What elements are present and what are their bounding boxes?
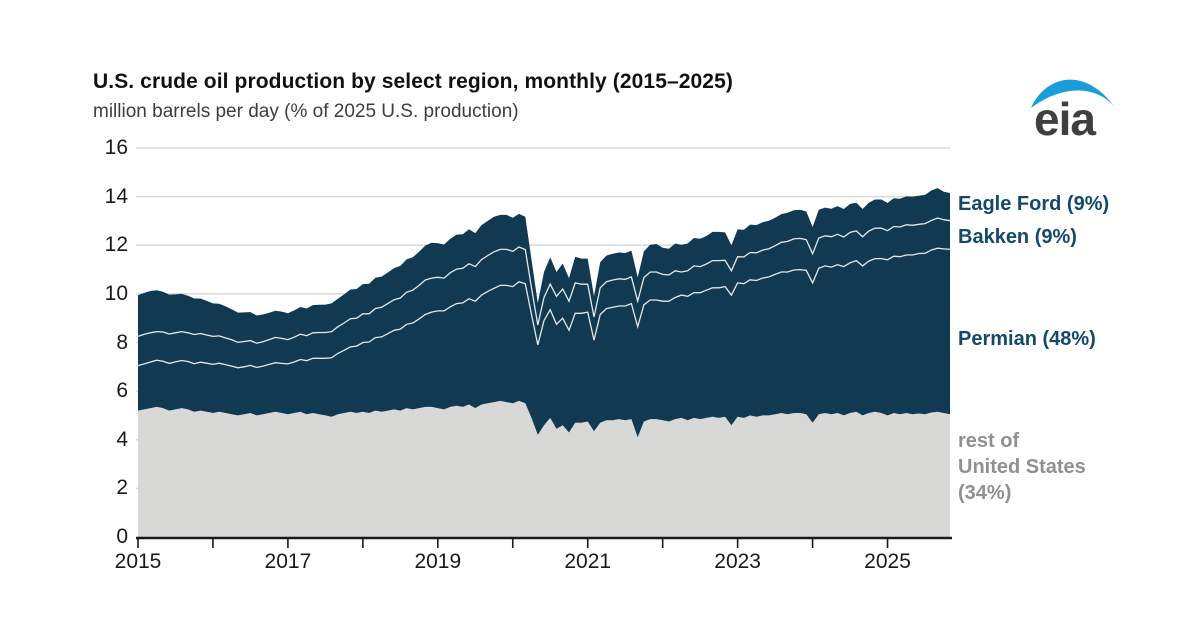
- y-axis-label: 10: [104, 281, 128, 305]
- legend-permian: Permian (48%): [958, 328, 1096, 350]
- y-axis-label: 8: [116, 330, 128, 354]
- legend-rest-of-us: rest of United States (34%): [958, 428, 1086, 506]
- x-axis-label: 2017: [264, 550, 312, 573]
- x-axis-label: 2019: [414, 550, 462, 573]
- y-axis-label: 2: [116, 476, 128, 500]
- chart-title: U.S. crude oil production by select regi…: [93, 70, 733, 93]
- x-axis-label: 2023: [714, 550, 761, 573]
- legend-rest-of-us-line1: rest of: [958, 430, 1020, 452]
- x-axis-label: 2021: [564, 550, 612, 573]
- legend-rest-of-us-line2: United States: [958, 456, 1086, 478]
- chart-subtitle: million barrels per day (% of 2025 U.S. …: [93, 101, 519, 122]
- eia-logo-text: eia: [1034, 93, 1096, 145]
- y-axis-label: 6: [116, 379, 128, 403]
- eia-logo: eia: [1031, 79, 1114, 145]
- y-axis-label: 4: [116, 427, 128, 451]
- y-axis-label: 14: [104, 184, 128, 208]
- boundary-permian-top: [137, 247, 951, 369]
- legend-rest-of-us-line3: (34%): [958, 482, 1012, 504]
- boundary-bakken-top: [137, 217, 951, 344]
- y-axis-label: 0: [116, 525, 128, 548]
- x-axis-label: 2015: [114, 550, 162, 573]
- eia-logo-swoosh-icon: [1031, 79, 1114, 108]
- area-shale-regions: [138, 188, 950, 438]
- area-rest-of-united-states: [138, 400, 950, 537]
- legend-eagle-ford: Eagle Ford (9%): [958, 193, 1110, 215]
- x-axis-label: 2025: [864, 550, 911, 573]
- y-axis-label: 16: [104, 136, 128, 159]
- legend-bakken: Bakken (9%): [958, 226, 1077, 248]
- y-axis-label: 12: [104, 233, 128, 257]
